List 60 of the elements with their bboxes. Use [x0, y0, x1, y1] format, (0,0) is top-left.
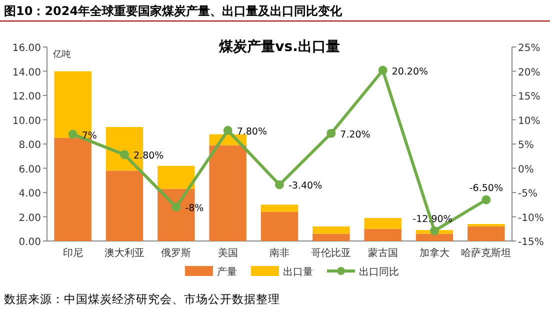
y2-tick-label: 5%: [518, 140, 534, 151]
x-tick-label: 南非: [270, 247, 290, 259]
bar: [312, 226, 350, 234]
data-label: 7.80%: [236, 126, 268, 138]
y-tick-label: 0.00: [18, 237, 41, 248]
x-tick-label: 加拿大: [420, 247, 450, 259]
bar: [312, 234, 350, 241]
y2-tick-label: 10%: [518, 116, 540, 127]
y2-tick-label: 25%: [518, 43, 540, 54]
y-tick-label: 12.00: [12, 92, 41, 102]
point: [172, 202, 181, 212]
y-tick-label: 10.00: [12, 116, 41, 127]
source-note: 数据来源：中国煤炭经济研究会、市场公开数据整理: [4, 292, 280, 306]
chart-subtitle: 煤炭产量vs.出口量: [218, 38, 340, 55]
bar: [364, 218, 402, 229]
x-tick-label: 美国: [218, 247, 238, 259]
bar: [260, 212, 298, 241]
legend-label: 产量: [217, 266, 237, 278]
y2-tick-label: 15%: [518, 92, 540, 102]
y-tick-label: 8.00: [18, 140, 41, 151]
y-axis-title: 亿吨: [52, 49, 71, 60]
point: [68, 130, 78, 139]
x-tick-label: 哥伦比亚: [311, 247, 352, 259]
x-tick-label: 哈萨克斯坦: [461, 247, 512, 259]
bar: [209, 145, 246, 241]
y2-tick-label: -5%: [518, 188, 538, 200]
y-tick-label: 4.00: [18, 188, 41, 200]
bar: [260, 204, 298, 212]
y-tick-label: 2.00: [18, 212, 41, 224]
x-tick-label: 澳大利亚: [104, 247, 144, 259]
bar: [364, 228, 402, 241]
x-tick-label: 蒙古国: [368, 247, 398, 259]
y-tick-label: 6.00: [18, 164, 41, 176]
chart-title: 图10：2024年全球重要国家煤炭产量、出口量及出口同比变化: [4, 4, 344, 18]
point: [275, 180, 284, 190]
legend-label: 出口同比: [359, 266, 399, 278]
y2-tick-label: -10%: [518, 212, 544, 224]
point: [120, 150, 129, 160]
y-tick-label: 14.00: [12, 67, 41, 78]
y2-tick-label: 20%: [518, 67, 540, 78]
bar: [54, 138, 92, 241]
x-tick-label: 俄罗斯: [161, 247, 192, 259]
y2-tick-label: 0%: [518, 164, 534, 176]
point: [326, 128, 336, 138]
point: [430, 226, 439, 236]
bar: [158, 166, 195, 189]
bar: [106, 170, 144, 241]
bar: [468, 226, 505, 241]
point: [378, 66, 388, 75]
data-label: -6.50%: [469, 182, 503, 194]
point: [482, 195, 491, 204]
data-label: 7.20%: [340, 129, 370, 140]
legend-label: 出口量: [283, 266, 313, 278]
point: [223, 126, 232, 135]
y2-tick-label: -15%: [518, 237, 544, 248]
x-tick-label: 印尼: [62, 247, 83, 259]
data-label: 20.20%: [392, 66, 428, 78]
data-label: -3.40%: [288, 180, 322, 192]
bar: [416, 234, 454, 241]
y-tick-label: 16.00: [12, 43, 41, 54]
